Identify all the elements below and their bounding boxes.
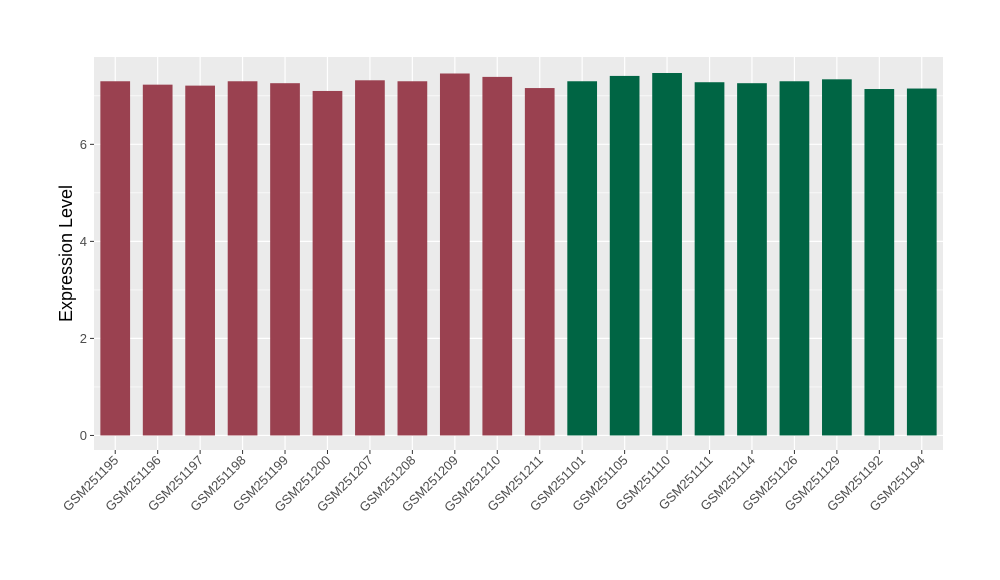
bar	[737, 83, 767, 436]
bar	[906, 88, 937, 436]
x-axis: GSM251195GSM251196GSM251197GSM251198GSM2…	[60, 450, 928, 515]
y-tick-label: 2	[80, 331, 87, 346]
bar	[652, 73, 682, 436]
bar	[524, 88, 555, 436]
bar	[609, 75, 640, 436]
y-tick-label: 4	[80, 234, 87, 249]
y-tick-label: 0	[80, 428, 87, 443]
plot-panel	[94, 57, 943, 450]
bar	[185, 85, 215, 436]
bars	[100, 73, 937, 436]
bar	[227, 81, 258, 436]
bar	[864, 89, 895, 436]
bar	[312, 90, 343, 436]
bar	[694, 82, 725, 436]
bar	[822, 79, 852, 436]
bar	[142, 84, 173, 436]
bar	[567, 81, 598, 436]
y-axis-title: Expression Level	[56, 185, 76, 322]
bar	[439, 73, 470, 436]
bar	[100, 81, 131, 436]
bar	[482, 76, 513, 436]
bar	[779, 81, 810, 436]
bar	[270, 83, 300, 436]
bar	[355, 80, 385, 436]
bar	[397, 81, 428, 436]
y-tick-label: 6	[80, 137, 87, 152]
y-axis: 0 2 4 6	[80, 137, 94, 443]
